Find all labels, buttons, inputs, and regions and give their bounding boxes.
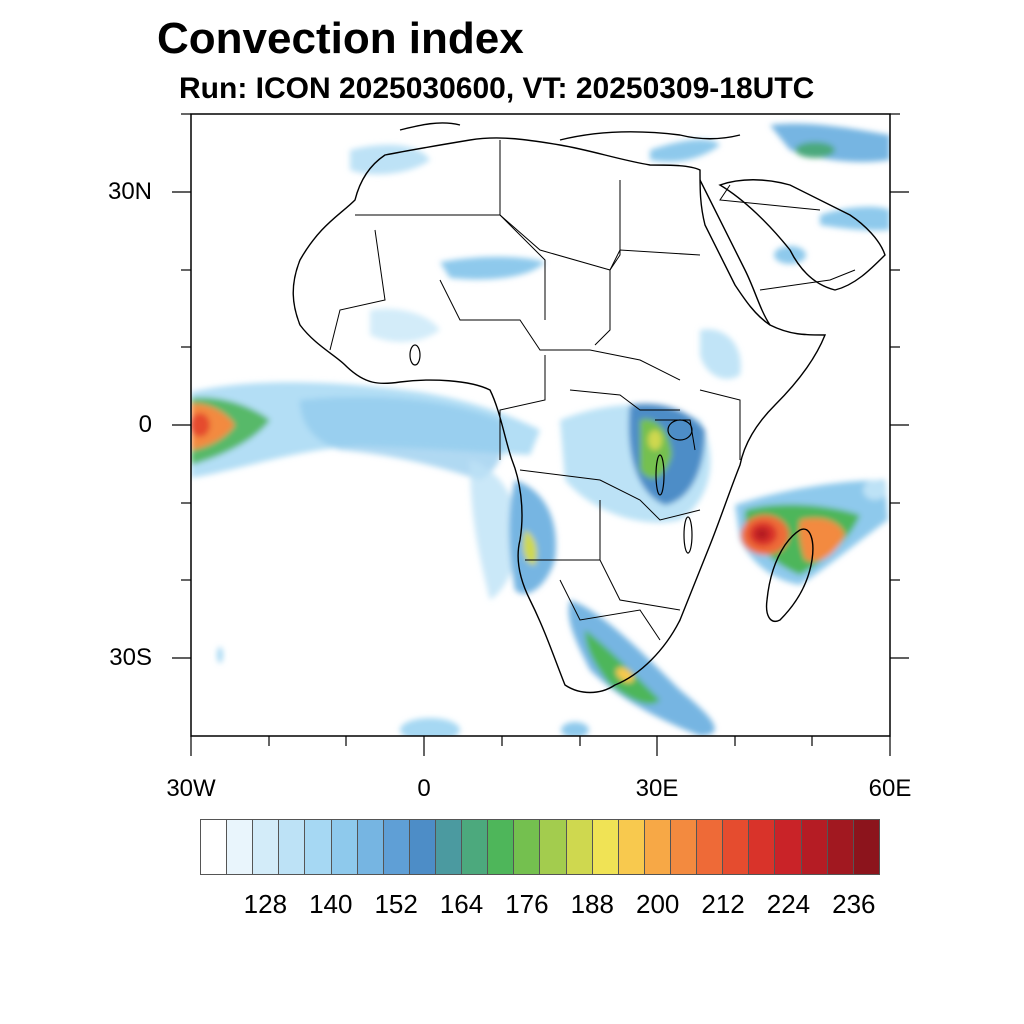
lon-label-60e: 60E — [868, 775, 912, 802]
border-13 — [719, 184, 821, 211]
europe-shore — [399, 122, 461, 131]
shading-north-africa — [350, 144, 430, 175]
madagascar-coastline — [765, 528, 814, 622]
colorbar-cell — [409, 820, 436, 874]
shading-southern-peak — [616, 667, 634, 683]
shading-north-arabia — [770, 123, 890, 162]
colorbar-label: 236 — [832, 889, 876, 919]
shading-north-arabia-core — [795, 142, 835, 158]
lon-label-0: 0 — [417, 775, 431, 802]
lakes — [409, 344, 693, 554]
shading-southern-core — [585, 630, 660, 705]
colorbar-cell — [305, 820, 332, 874]
colorbar-label: 128 — [243, 889, 288, 919]
shading-great-lakes-peak — [648, 430, 662, 450]
shading-west-africa — [370, 308, 440, 342]
red-sea-shore — [699, 179, 771, 326]
colorbar-cell — [540, 820, 567, 874]
lon-label-30e: 30E — [635, 775, 679, 802]
shading-sahara — [440, 256, 545, 280]
lake-tanganyika — [655, 454, 665, 496]
shading-ethiopia — [700, 329, 741, 379]
border-9 — [525, 559, 681, 611]
lat-label-30s: 30S — [109, 644, 152, 671]
colorbar-label: 224 — [766, 889, 811, 919]
colorbar-cell — [827, 820, 854, 874]
shading-south-patch-2 — [561, 722, 589, 736]
border-10 — [559, 579, 661, 641]
africa-coastline — [292, 137, 827, 694]
colorbar-label: 140 — [309, 889, 353, 919]
shading-congo-plume — [300, 396, 504, 480]
colorbar-cell — [618, 820, 645, 874]
colorbar-cell — [566, 820, 593, 874]
border-11 — [699, 389, 741, 460]
colorbar-cell — [488, 820, 515, 874]
colorbar-label: 188 — [570, 889, 614, 919]
chart-title: Convection index — [157, 14, 524, 63]
colorbar-cell — [279, 820, 306, 874]
colorbar-cell — [801, 820, 828, 874]
border-1 — [355, 214, 701, 271]
shading-angola-core — [523, 530, 537, 565]
border-5 — [439, 279, 681, 381]
border-7 — [569, 389, 680, 411]
colorbar-label: 164 — [439, 889, 484, 919]
colorbar-cell — [775, 820, 802, 874]
border-6 — [499, 355, 546, 460]
colorbar-cell — [435, 820, 463, 874]
lat-label-30n: 30N — [107, 178, 152, 205]
colorbar-cell — [357, 820, 384, 874]
shading-mediterranean — [650, 139, 720, 162]
colorbar-cell — [592, 820, 619, 874]
border-3 — [594, 180, 621, 346]
colorbar-label: 200 — [635, 889, 680, 919]
shading-arabia-interior — [774, 246, 806, 264]
arabia-coastline — [718, 179, 886, 291]
lake-volta — [409, 344, 421, 366]
colorbar-cell — [670, 820, 698, 874]
colorbar-cell — [853, 820, 879, 874]
colorbar-cell — [383, 820, 410, 874]
lake-malawi — [683, 516, 693, 554]
colorbar-label: 212 — [701, 889, 745, 919]
colorbar-label: 176 — [505, 889, 549, 919]
mediterranean-shore — [559, 131, 741, 141]
chart-subtitle: Run: ICON 2025030600, VT: 20250309-18UTC — [179, 72, 815, 105]
colorbar-cell — [253, 820, 280, 874]
colorbar-cell — [331, 820, 358, 874]
lat-label-0: 0 — [138, 411, 152, 438]
border-4 — [329, 229, 386, 351]
colorbar-cell — [201, 820, 228, 874]
shading-angola — [509, 480, 556, 594]
colorbar-cell — [644, 820, 671, 874]
border-14 — [759, 269, 856, 291]
shading-madagascar-orange — [799, 518, 845, 562]
border-8 — [519, 469, 701, 521]
lon-label-30w: 30W — [166, 775, 216, 802]
border-2 — [499, 140, 546, 320]
lake-victoria — [667, 419, 693, 441]
colorbar — [200, 819, 880, 875]
coastlines — [292, 122, 886, 694]
colorbar-cell — [514, 820, 541, 874]
convection-shading — [191, 123, 890, 736]
shading-south-patch-1 — [400, 718, 460, 736]
shading-atlantic-speck — [217, 647, 223, 663]
shading-sw-atlantic — [470, 460, 520, 600]
colorbar-cell — [723, 820, 750, 874]
shading-east-ocean — [863, 480, 887, 500]
borders — [329, 140, 856, 641]
shading-atlantic-peak — [191, 413, 210, 437]
colorbar-cell — [227, 820, 254, 874]
colorbar-cell — [749, 820, 776, 874]
colorbar-label: 152 — [374, 889, 418, 919]
colorbar-cell — [462, 820, 489, 874]
colorbar-cell — [697, 820, 724, 874]
border-12 — [655, 419, 696, 451]
tick-marks — [172, 113, 909, 756]
shading-cyclone-center — [755, 528, 769, 540]
